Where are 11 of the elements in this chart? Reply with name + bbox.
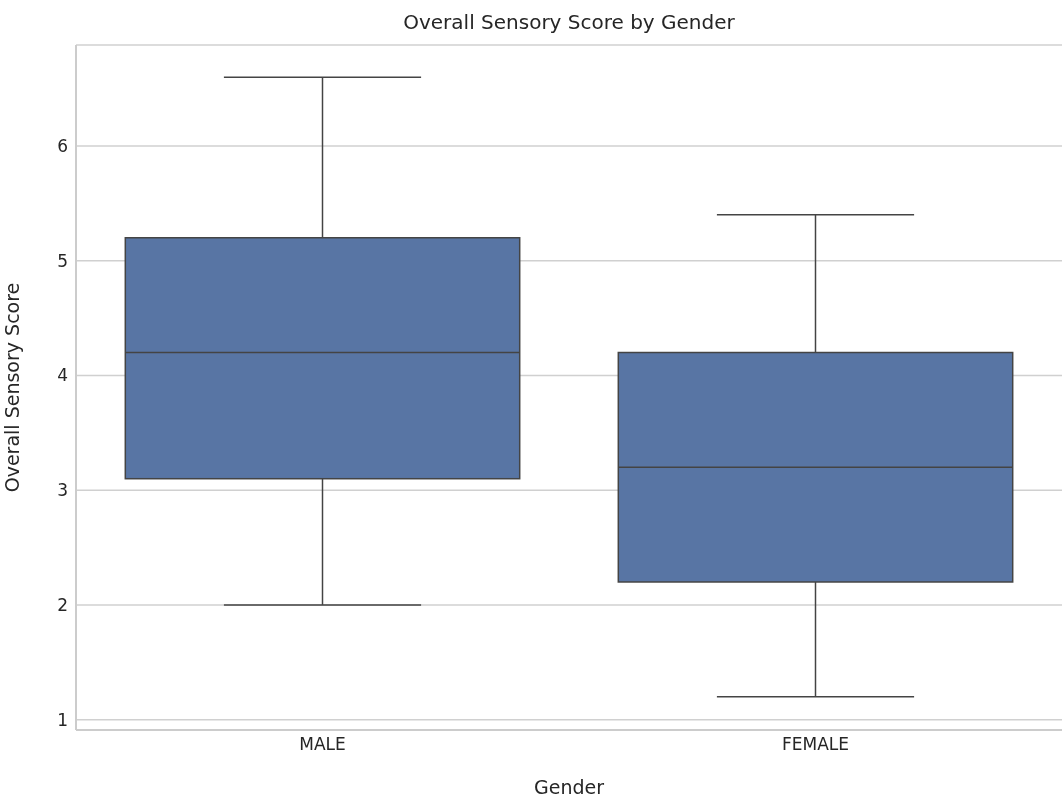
y-tick-label: 1 bbox=[57, 709, 68, 730]
x-axis-title: Gender bbox=[533, 776, 605, 796]
y-tick-label: 4 bbox=[57, 365, 68, 386]
chart-title: Overall Sensory Score by Gender bbox=[402, 10, 736, 34]
y-axis-title: Overall Sensory Score bbox=[0, 282, 23, 493]
y-tick-label: 3 bbox=[57, 480, 68, 501]
y-tick-label: 2 bbox=[57, 594, 68, 615]
y-tick-label: 5 bbox=[57, 250, 68, 271]
x-tick-label: FEMALE bbox=[781, 734, 850, 755]
x-tick-label: MALE bbox=[299, 734, 346, 755]
y-tick-label: 6 bbox=[57, 136, 68, 157]
